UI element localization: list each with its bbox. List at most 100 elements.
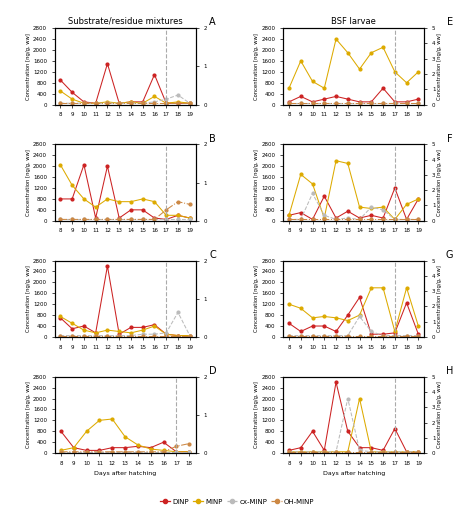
cxMINP: [368, 328, 374, 334]
DINP: [57, 196, 63, 202]
cxMINP: [84, 449, 90, 455]
OHMINP: [404, 449, 410, 455]
Line: OHMINP: OHMINP: [288, 451, 420, 453]
OHMINP: [175, 100, 181, 106]
OHMINP: [81, 332, 87, 338]
cxMINP: [140, 100, 146, 106]
Line: DINP: DINP: [288, 87, 420, 103]
DINP: [116, 331, 122, 337]
cxMINP: [164, 96, 169, 102]
cxMINP: [310, 449, 315, 455]
MINP: [310, 181, 315, 187]
MINP: [81, 100, 87, 106]
DINP: [416, 196, 421, 202]
OHMINP: [321, 332, 327, 338]
DINP: [392, 425, 398, 432]
MINP: [161, 447, 166, 454]
cxMINP: [345, 215, 351, 221]
cxMINP: [173, 449, 179, 455]
MINP: [93, 100, 99, 106]
MINP: [186, 449, 192, 455]
OHMINP: [298, 217, 304, 223]
OHMINP: [175, 332, 181, 338]
OHMINP: [310, 332, 315, 338]
DINP: [310, 99, 315, 105]
cxMINP: [81, 100, 87, 106]
cxMINP: [345, 395, 351, 401]
cxMINP: [368, 100, 374, 106]
MINP: [310, 315, 315, 321]
OHMINP: [286, 100, 292, 106]
cxMINP: [69, 217, 75, 223]
Y-axis label: Concentration [ng/g, ww]: Concentration [ng/g, ww]: [255, 149, 259, 216]
DINP: [69, 89, 75, 95]
Line: DINP: DINP: [59, 265, 191, 337]
OHMINP: [57, 332, 63, 338]
OHMINP: [345, 449, 351, 455]
DINP: [128, 99, 134, 105]
DINP: [298, 444, 304, 451]
cxMINP: [333, 449, 339, 455]
OHMINP: [175, 199, 181, 205]
cxMINP: [321, 212, 327, 219]
DINP: [321, 323, 327, 329]
MINP: [164, 100, 169, 106]
DINP: [286, 320, 292, 326]
OHMINP: [109, 449, 115, 455]
DINP: [357, 215, 363, 221]
Y-axis label: Concentration [ng/g, ww]: Concentration [ng/g, ww]: [438, 149, 442, 216]
MINP: [368, 50, 374, 56]
cxMINP: [187, 217, 192, 223]
cxMINP: [310, 100, 315, 106]
cxMINP: [368, 204, 374, 210]
MINP: [416, 196, 421, 202]
MINP: [357, 312, 363, 318]
DINP: [140, 324, 146, 330]
DINP: [161, 439, 166, 445]
cxMINP: [298, 217, 304, 223]
DINP: [368, 444, 374, 451]
cxMINP: [58, 449, 64, 455]
Line: cxMINP: cxMINP: [288, 397, 420, 453]
cxMINP: [116, 217, 122, 223]
MINP: [333, 36, 339, 42]
cxMINP: [97, 449, 102, 455]
Y-axis label: Concentration [ng/g, ww]: Concentration [ng/g, ww]: [26, 265, 31, 332]
OHMINP: [164, 207, 169, 213]
cxMINP: [57, 217, 63, 223]
cxMINP: [392, 332, 398, 338]
DINP: [58, 428, 64, 434]
OHMINP: [321, 449, 327, 455]
DINP: [368, 212, 374, 219]
MINP: [404, 285, 410, 291]
OHMINP: [286, 332, 292, 338]
Text: F: F: [447, 134, 453, 143]
MINP: [164, 212, 169, 219]
cxMINP: [128, 100, 134, 106]
cxMINP: [116, 100, 122, 106]
MINP: [392, 217, 398, 223]
MINP: [81, 327, 87, 333]
Line: MINP: MINP: [288, 286, 420, 333]
OHMINP: [404, 217, 410, 223]
MINP: [286, 301, 292, 307]
MINP: [357, 204, 363, 210]
cxMINP: [357, 217, 363, 223]
MINP: [368, 285, 374, 291]
DINP: [321, 447, 327, 454]
Line: MINP: MINP: [288, 38, 420, 90]
DINP: [404, 300, 410, 306]
MINP: [175, 332, 181, 338]
OHMINP: [57, 100, 63, 106]
DINP: [380, 85, 386, 91]
OHMINP: [368, 217, 374, 223]
OHMINP: [93, 100, 99, 106]
MINP: [140, 100, 146, 106]
OHMINP: [357, 217, 363, 223]
DINP: [392, 99, 398, 105]
OHMINP: [286, 217, 292, 223]
OHMINP: [298, 449, 304, 455]
DINP: [175, 212, 181, 219]
cxMINP: [345, 332, 351, 338]
DINP: [333, 215, 339, 221]
